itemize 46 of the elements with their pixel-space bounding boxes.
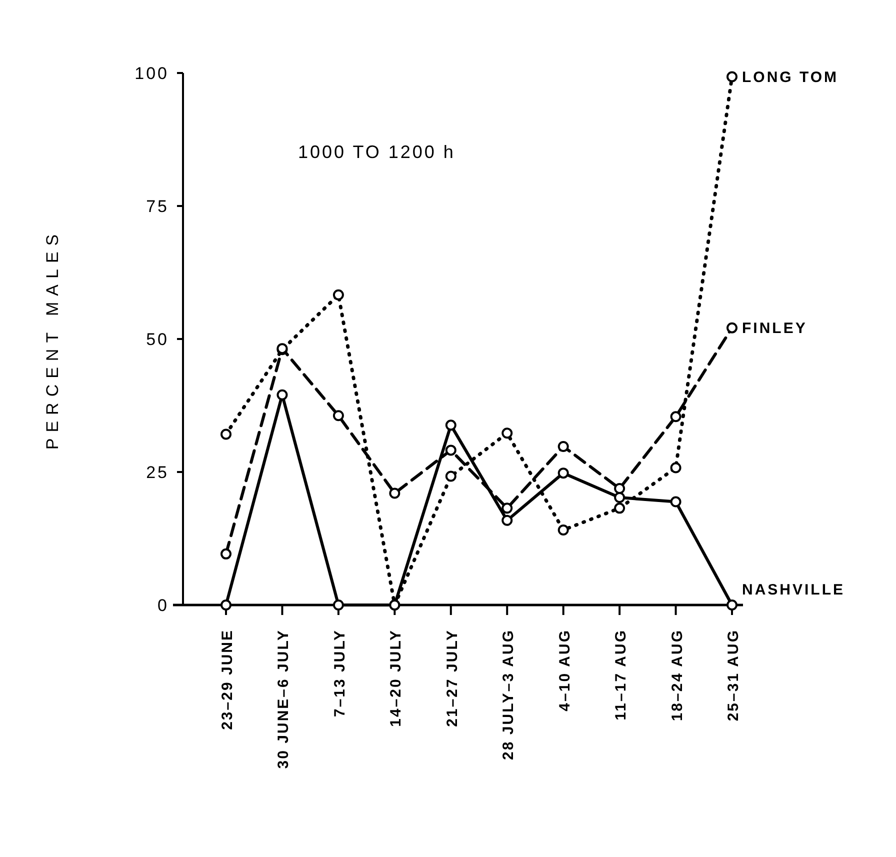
x-tick-label: 23–29 JUNE: [219, 629, 236, 730]
y-tick-label: 50: [146, 330, 169, 349]
point: [502, 428, 513, 439]
point: [614, 482, 626, 494]
y-axis-title: PERCENT MALES: [43, 228, 62, 450]
point: [726, 322, 738, 334]
point: [276, 389, 288, 400]
point: [332, 410, 344, 422]
point: [558, 468, 569, 479]
x-tick-label: 28 JULY–3 AUG: [500, 629, 518, 760]
point: [614, 502, 626, 514]
x-tick-label: 7–13 JULY: [331, 629, 348, 718]
x-tick-label: 25–31 AUG: [725, 629, 742, 722]
point: [502, 502, 513, 514]
series-label: LONG TOM: [742, 68, 839, 86]
y-tick-label: 25: [146, 462, 169, 482]
y-tick-label: 0: [158, 596, 169, 615]
series-label: NASHVILLE: [742, 581, 846, 598]
y-tick-label: 100: [134, 64, 169, 83]
point: [726, 600, 738, 610]
series-label: FINLEY: [742, 320, 808, 338]
point: [502, 514, 513, 526]
point: [220, 548, 232, 560]
point: [670, 462, 682, 474]
annotation: 1000 TO 1200 h: [298, 142, 456, 162]
point: [389, 488, 400, 499]
point: [332, 600, 344, 610]
point: [220, 428, 232, 440]
point: [220, 600, 232, 610]
point: [558, 524, 569, 536]
x-tick-label: 30 JUNE–6 JULY: [275, 629, 292, 769]
y-tick-label: 75: [146, 196, 169, 216]
x-tick-label: 4–10 AUG: [556, 629, 574, 712]
point: [670, 411, 682, 422]
point: [445, 444, 456, 456]
point: [445, 420, 456, 431]
point: [445, 470, 456, 482]
point: [726, 71, 738, 82]
x-tick-label: 18–24 AUG: [668, 629, 686, 722]
x-tick-label: 14–20 JULY: [388, 629, 405, 727]
x-tick-label: 21–27 JULY: [444, 629, 461, 727]
point: [332, 289, 344, 300]
x-tick-label: 11–17 AUG: [612, 629, 630, 720]
point: [614, 492, 626, 504]
point: [670, 496, 682, 508]
point: [558, 440, 569, 452]
